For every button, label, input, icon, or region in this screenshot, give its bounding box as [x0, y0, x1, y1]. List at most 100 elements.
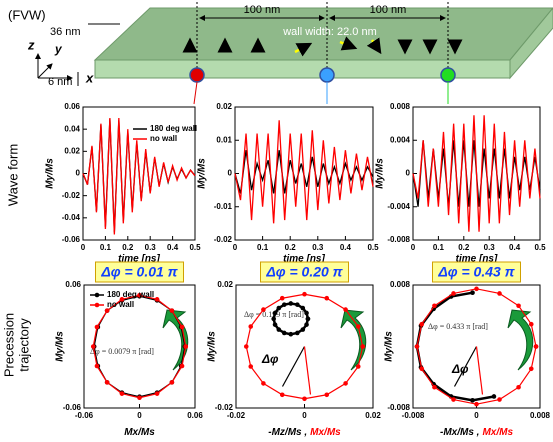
angle-line	[303, 346, 312, 395]
slab-side	[509, 7, 553, 80]
annotation: Δφ = 0.0079 π [rad]	[90, 347, 154, 356]
point	[302, 291, 307, 297]
point	[243, 344, 249, 349]
y-tick-label: -0.02	[214, 235, 233, 244]
point	[414, 344, 420, 349]
x-tick-label: 0.5	[367, 243, 379, 252]
probe-blue	[319, 67, 335, 83]
point	[104, 308, 110, 313]
x-tick-label: 0	[137, 411, 142, 420]
x-axis-label: time [ns]	[118, 254, 160, 265]
y-tick-label: -0.008	[387, 235, 410, 244]
point	[179, 363, 185, 369]
x-axis-label: Mx/Ms	[124, 427, 155, 438]
x-tick-label: 0.1	[257, 243, 269, 252]
x-tick-label: 0	[474, 411, 479, 420]
point	[432, 303, 437, 309]
axis-name: z	[27, 37, 35, 52]
point	[154, 297, 160, 302]
row-label: Precession	[1, 313, 16, 377]
x-axis-label: -Mz/Ms , Mx/Ms	[268, 427, 341, 438]
point	[516, 303, 521, 309]
angle-line	[475, 346, 484, 395]
point	[451, 397, 456, 402]
legend-label: no wall	[107, 300, 134, 309]
point	[302, 396, 307, 402]
point	[355, 324, 361, 329]
y-tick-label: 0.02	[216, 102, 232, 111]
point	[528, 321, 534, 327]
x-tick-label: 0.5	[189, 243, 201, 252]
axis-name: x	[85, 70, 94, 85]
point	[419, 366, 425, 372]
point	[343, 381, 348, 386]
point	[248, 324, 254, 329]
point	[119, 391, 125, 396]
dimension-label: 100 nm	[244, 4, 281, 16]
chart-title: Δφ = 0.43 π	[437, 264, 515, 280]
panel-label: (FVW)	[8, 7, 46, 22]
point	[419, 321, 425, 327]
point	[248, 364, 254, 369]
y-tick-label: -0.06	[63, 403, 82, 412]
y-tick-label: 0.06	[64, 102, 80, 111]
y-tick-label: -0.04	[62, 213, 81, 222]
y-axis-label: My/Ms	[384, 331, 395, 362]
point	[497, 291, 502, 296]
point	[491, 394, 497, 399]
x-axis-label: time [ns]	[456, 254, 498, 265]
row-label: Wave form	[5, 144, 20, 206]
y-tick-label: -0.06	[62, 235, 81, 244]
point	[169, 308, 175, 313]
point	[451, 291, 456, 296]
point	[183, 344, 189, 349]
y-tick-label: 0	[76, 169, 81, 178]
point	[119, 297, 125, 302]
point	[474, 286, 479, 292]
x-axis-label: -Mx/Ms , Mx/Ms	[440, 427, 513, 438]
series-line	[82, 118, 196, 235]
point	[355, 364, 361, 369]
dimension-label: 100 nm	[370, 4, 407, 16]
chart-title: Δφ = 0.20 π	[265, 264, 343, 280]
x-tick-label: 0.3	[145, 243, 157, 252]
point	[179, 324, 185, 330]
legend-marker	[94, 302, 100, 308]
point	[276, 305, 282, 311]
legend-label: no wall	[150, 134, 177, 143]
axis-name: y	[54, 42, 63, 56]
x-tick-label: -0.008	[402, 411, 425, 420]
dimension-label: 6 nm	[48, 76, 72, 88]
series-line	[412, 115, 541, 232]
point	[90, 344, 96, 349]
y-tick-label: 0.004	[390, 135, 411, 144]
y-axis-label: My/Ms	[55, 331, 66, 362]
y-tick-label: -0.01	[214, 202, 233, 211]
x-tick-label: 0.4	[340, 243, 352, 252]
y-tick-label: 0	[228, 169, 233, 178]
legend-label: 180 deg wall	[107, 290, 154, 299]
x-tick-label: 0	[233, 243, 238, 252]
point	[343, 307, 348, 312]
point	[470, 398, 475, 403]
x-tick-label: 0.1	[100, 243, 112, 252]
y-tick-label: -0.008	[387, 403, 410, 412]
x-tick-label: 0.008	[530, 411, 551, 420]
point	[470, 290, 475, 295]
x-tick-label: 0.4	[509, 243, 521, 252]
dimension-arrows	[35, 15, 446, 86]
green-arrow	[507, 309, 534, 371]
point	[272, 310, 278, 316]
point	[497, 397, 502, 402]
x-tick-label: 0.5	[534, 243, 546, 252]
y-tick-label: 0.02	[217, 280, 233, 289]
point	[305, 316, 311, 322]
probe-link	[193, 81, 198, 105]
x-tick-label: -0.02	[227, 411, 246, 420]
probe-red	[189, 67, 205, 83]
y-tick-label: -0.004	[387, 202, 410, 211]
angle-label: Δφ	[451, 362, 469, 376]
point	[295, 330, 300, 336]
point	[272, 322, 278, 327]
x-tick-label: 0	[411, 243, 416, 252]
